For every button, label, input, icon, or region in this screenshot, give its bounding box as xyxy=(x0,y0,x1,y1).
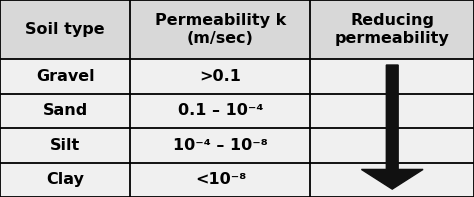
Text: Soil type: Soil type xyxy=(26,22,105,37)
Text: Silt: Silt xyxy=(50,138,80,153)
Text: Permeability k
(m/sec): Permeability k (m/sec) xyxy=(155,13,286,46)
Bar xyxy=(0,0,474,59)
Text: <10⁻⁸: <10⁻⁸ xyxy=(195,172,246,187)
Text: Clay: Clay xyxy=(46,172,84,187)
Text: Gravel: Gravel xyxy=(36,69,94,84)
Text: Sand: Sand xyxy=(43,103,88,118)
Text: >0.1: >0.1 xyxy=(200,69,241,84)
FancyArrow shape xyxy=(361,65,423,189)
Text: Reducing
permeability: Reducing permeability xyxy=(335,13,450,46)
Text: 10⁻⁴ – 10⁻⁸: 10⁻⁴ – 10⁻⁸ xyxy=(173,138,268,153)
Text: 0.1 – 10⁻⁴: 0.1 – 10⁻⁴ xyxy=(178,103,263,118)
